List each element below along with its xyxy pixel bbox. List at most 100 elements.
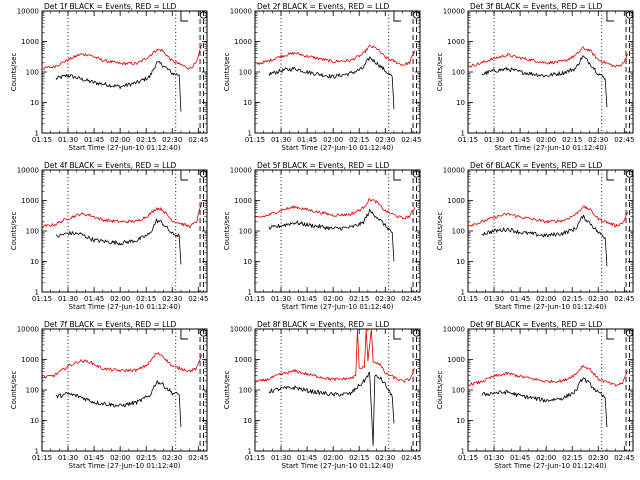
- y-tick-label: 10000: [443, 167, 465, 175]
- series-events: [481, 214, 608, 267]
- x-tick-label: 02:30: [162, 454, 182, 462]
- plot-frame: [467, 10, 634, 134]
- x-tick-label: 02:15: [136, 295, 156, 303]
- circle-marker: [412, 170, 421, 178]
- panel-det-1f: Det 1f BLACK = Events, RED = LLD 1 10 100 10…: [10, 2, 208, 152]
- panel-det-9f: Det 9f BLACK = Events, RED = LLD 1 10 100 10…: [436, 320, 634, 470]
- panel-det-5f: Det 5f BLACK = Events, RED = LLD 1 10 100 10…: [223, 161, 421, 311]
- y-tick-label: 10000: [17, 167, 39, 175]
- series-events: [55, 218, 182, 265]
- y-tick-label: 1000: [21, 197, 39, 205]
- y-tick-label: 1: [461, 448, 465, 456]
- y-tick-label: 1: [248, 130, 252, 138]
- x-tick-label: 02:45: [188, 295, 208, 303]
- y-axis-label: Counts/sec: [10, 371, 18, 410]
- x-tick-label: 01:30: [58, 136, 78, 144]
- x-tick-label: 01:30: [484, 136, 504, 144]
- y-tick-label: 10: [456, 417, 465, 425]
- x-tick-label: 02:45: [188, 136, 208, 144]
- y-axis-label: Counts/sec: [223, 53, 231, 92]
- panel-det-3f: Det 3f BLACK = Events, RED = LLD 1 10 100 10…: [436, 2, 634, 152]
- panel-title: Det 1f BLACK = Events, RED = LLD: [44, 2, 177, 11]
- series-lld: [41, 201, 203, 229]
- x-tick-label: 01:15: [32, 136, 52, 144]
- y-tick-label: 1: [35, 448, 39, 456]
- x-tick-label: 02:00: [536, 136, 556, 144]
- x-tick-label: 02:15: [349, 136, 369, 144]
- series-lld: [467, 365, 629, 387]
- panel-title: Det 8f BLACK = Events, RED = LLD: [257, 320, 390, 329]
- panel-det-2f: Det 2f BLACK = Events, RED = LLD 1 10 100 10…: [223, 2, 421, 152]
- y-tick-label: 10: [30, 417, 39, 425]
- y-tick-label: 10: [30, 258, 39, 266]
- x-tick-label: 02:15: [349, 295, 369, 303]
- x-tick-label: 02:00: [536, 454, 556, 462]
- y-tick-label: 100: [452, 228, 465, 236]
- plot-frame: [254, 10, 421, 134]
- y-tick-label: 100: [26, 387, 39, 395]
- x-tick-label: 02:45: [401, 454, 421, 462]
- y-tick-label: 100: [239, 387, 252, 395]
- x-tick-label: 02:15: [562, 136, 582, 144]
- y-tick-label: 100: [26, 69, 39, 77]
- y-axis-label: Counts/sec: [223, 212, 231, 251]
- x-axis-label: Start Time (27-Jun-10 01:12:40): [282, 144, 394, 152]
- panel-title: Det 5f BLACK = Events, RED = LLD: [257, 161, 390, 170]
- bracket-marker: [393, 329, 401, 340]
- x-tick-label: 01:15: [245, 454, 265, 462]
- circle-marker: [625, 11, 634, 19]
- series-events: [55, 380, 182, 428]
- series-lld: [254, 44, 416, 66]
- plot-frame: [467, 328, 634, 452]
- circle-marker: [412, 329, 421, 337]
- y-tick-label: 1: [35, 289, 39, 297]
- y-tick-label: 1: [248, 448, 252, 456]
- series-events: [55, 60, 182, 112]
- y-tick-label: 1000: [21, 356, 39, 364]
- x-tick-label: 02:15: [562, 454, 582, 462]
- panel-det-7f: Det 7f BLACK = Events, RED = LLD 1 10 100 10…: [10, 320, 208, 470]
- bracket-marker: [606, 11, 614, 22]
- y-tick-label: 10: [30, 99, 39, 107]
- y-tick-label: 1: [248, 289, 252, 297]
- y-tick-label: 10000: [230, 326, 252, 334]
- x-tick-label: 02:30: [375, 295, 395, 303]
- x-tick-label: 02:45: [401, 295, 421, 303]
- series-lld: [254, 328, 416, 384]
- panel-title: Det 6f BLACK = Events, RED = LLD: [470, 161, 603, 170]
- x-tick-label: 01:45: [510, 295, 530, 303]
- y-axis-label: Counts/sec: [223, 371, 231, 410]
- x-axis-label: Start Time (27-Jun-10 01:12:40): [495, 144, 607, 152]
- x-tick-label: 01:30: [271, 295, 291, 303]
- panel-det-6f: Det 6f BLACK = Events, RED = LLD 1 10 100 10…: [436, 161, 634, 311]
- y-axis-label: Counts/sec: [10, 53, 18, 92]
- panel-title: Det 9f BLACK = Events, RED = LLD: [470, 320, 603, 329]
- series-lld: [41, 352, 203, 380]
- series-lld: [41, 44, 203, 70]
- bracket-marker: [180, 11, 188, 22]
- x-tick-label: 02:00: [323, 295, 343, 303]
- y-tick-label: 1000: [447, 197, 465, 205]
- series-lld: [254, 198, 416, 220]
- bracket-marker: [393, 170, 401, 181]
- series-events: [481, 377, 608, 428]
- x-tick-label: 01:30: [271, 136, 291, 144]
- x-tick-label: 02:30: [162, 295, 182, 303]
- x-tick-label: 01:15: [245, 295, 265, 303]
- x-tick-label: 02:45: [188, 454, 208, 462]
- y-tick-label: 100: [239, 228, 252, 236]
- x-axis-label: Start Time (27-Jun-10 01:12:40): [495, 462, 607, 470]
- x-tick-label: 01:15: [458, 454, 478, 462]
- x-tick-label: 02:00: [536, 295, 556, 303]
- panel-title: Det 4f BLACK = Events, RED = LLD: [44, 161, 177, 170]
- panel-title: Det 7f BLACK = Events, RED = LLD: [44, 320, 177, 329]
- bracket-marker: [606, 170, 614, 181]
- panel-title: Det 3f BLACK = Events, RED = LLD: [470, 2, 603, 11]
- y-tick-label: 10: [243, 258, 252, 266]
- x-tick-label: 01:15: [32, 295, 52, 303]
- y-tick-label: 10: [243, 99, 252, 107]
- y-tick-label: 10000: [443, 8, 465, 16]
- x-tick-label: 02:00: [323, 454, 343, 462]
- series-events: [268, 56, 395, 110]
